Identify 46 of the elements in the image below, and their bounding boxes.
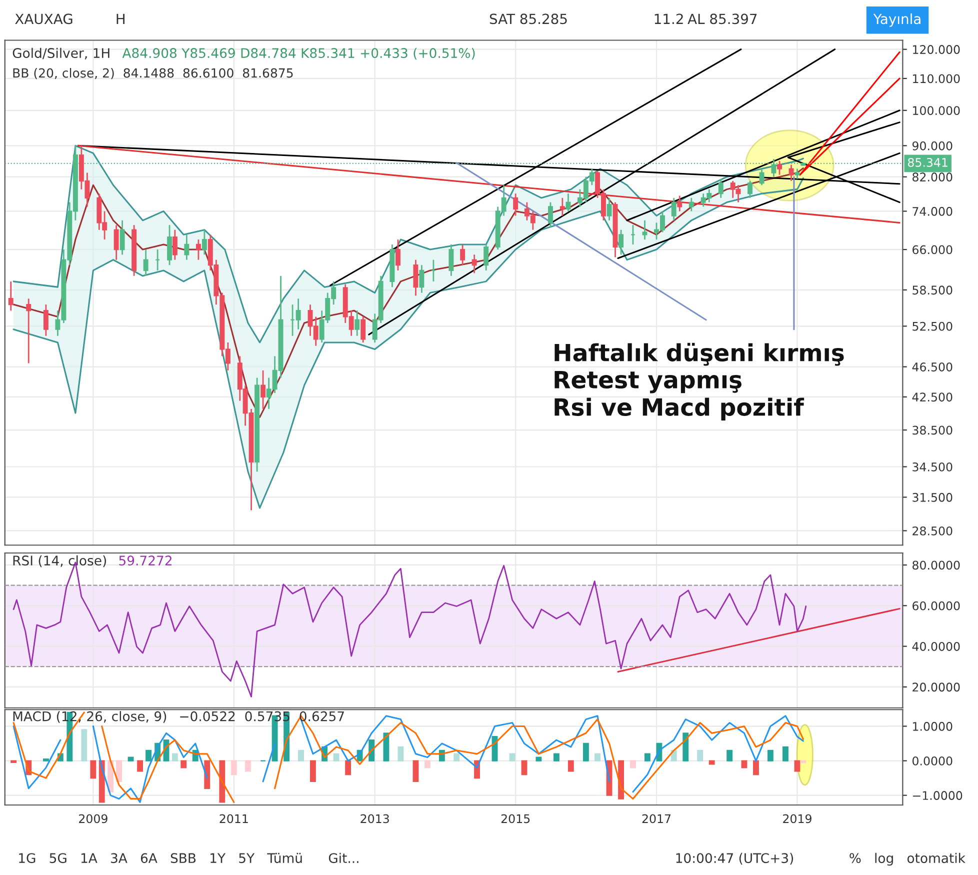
y-tick-label: 0.0000 — [912, 756, 952, 766]
y-tick-label: 34.500 — [912, 462, 952, 472]
y-tick-label: 31.500 — [912, 492, 952, 502]
y-tick-label: 120.000 — [913, 45, 960, 54]
x-tick-label: 2011 — [220, 814, 248, 824]
y-tick-label: 58.500 — [912, 286, 952, 295]
y-tick-label: −1.0000 — [912, 791, 962, 800]
text: 10:00:47 (UTC+3) — [676, 852, 794, 865]
text: 11.2 — [654, 14, 683, 24]
annotation: Rsi ve Macd pozitif — [554, 398, 804, 421]
text: % log otomatik — [850, 852, 966, 866]
text: Gold/Silver, 1H — [12, 48, 110, 60]
text: Yayınla — [873, 13, 920, 27]
y-tick-label: 74.000 — [912, 206, 952, 216]
y-tick-label: 42.500 — [912, 392, 952, 402]
x-tick-label: 2015 — [501, 814, 530, 824]
x-tick-label: 2009 — [79, 814, 108, 824]
x-tick-label: 2013 — [360, 814, 389, 824]
annotation: Retest yapmış — [554, 370, 742, 394]
y-tick-label: 20.0000 — [912, 682, 960, 692]
text: XAUXAG — [15, 14, 72, 24]
y-tick-label: 100.000 — [913, 106, 960, 116]
x-tick-label: 2017 — [642, 814, 671, 824]
y-tick-label: 38.500 — [912, 426, 952, 435]
text: 1G 5G 1A 3A 6A SBB 1Y 5Y Tümü Git... — [19, 852, 358, 864]
y-tick-label: 80.0000 — [912, 560, 960, 570]
y-tick-label: 66.000 — [912, 245, 952, 254]
chart-subtitle: 59.7272 — [119, 556, 172, 566]
x-tick-label: 2019 — [783, 814, 812, 824]
chart-title: RSI (14, close) — [13, 555, 106, 568]
y-tick-label: 82.000 — [912, 172, 952, 182]
ref-line-label: 85.341 — [908, 158, 948, 167]
y-tick-label: 1.0000 — [913, 722, 952, 731]
annotation: Haftalık düşeni kırmış — [554, 342, 844, 366]
text: AL 85.397 — [688, 14, 757, 24]
text: SAT 85.285 — [490, 14, 567, 24]
annotation: BB (20, close, 2) 84.1488 86.6100 81.6875 — [13, 68, 293, 80]
y-tick-label: 90.000 — [912, 141, 952, 150]
y-tick-label: 110.000 — [913, 74, 960, 84]
y-tick-label: 60.0000 — [912, 601, 960, 610]
text: H — [116, 14, 124, 24]
y-tick-label: 28.500 — [912, 526, 952, 536]
y-tick-label: 52.500 — [912, 322, 952, 331]
text: A84.908 Y85.469 D84.784 K85.341 +0.433 (+0.51%) — [122, 48, 475, 60]
y-tick-label: 46.500 — [912, 362, 952, 372]
y-tick-label: 40.0000 — [912, 642, 960, 651]
